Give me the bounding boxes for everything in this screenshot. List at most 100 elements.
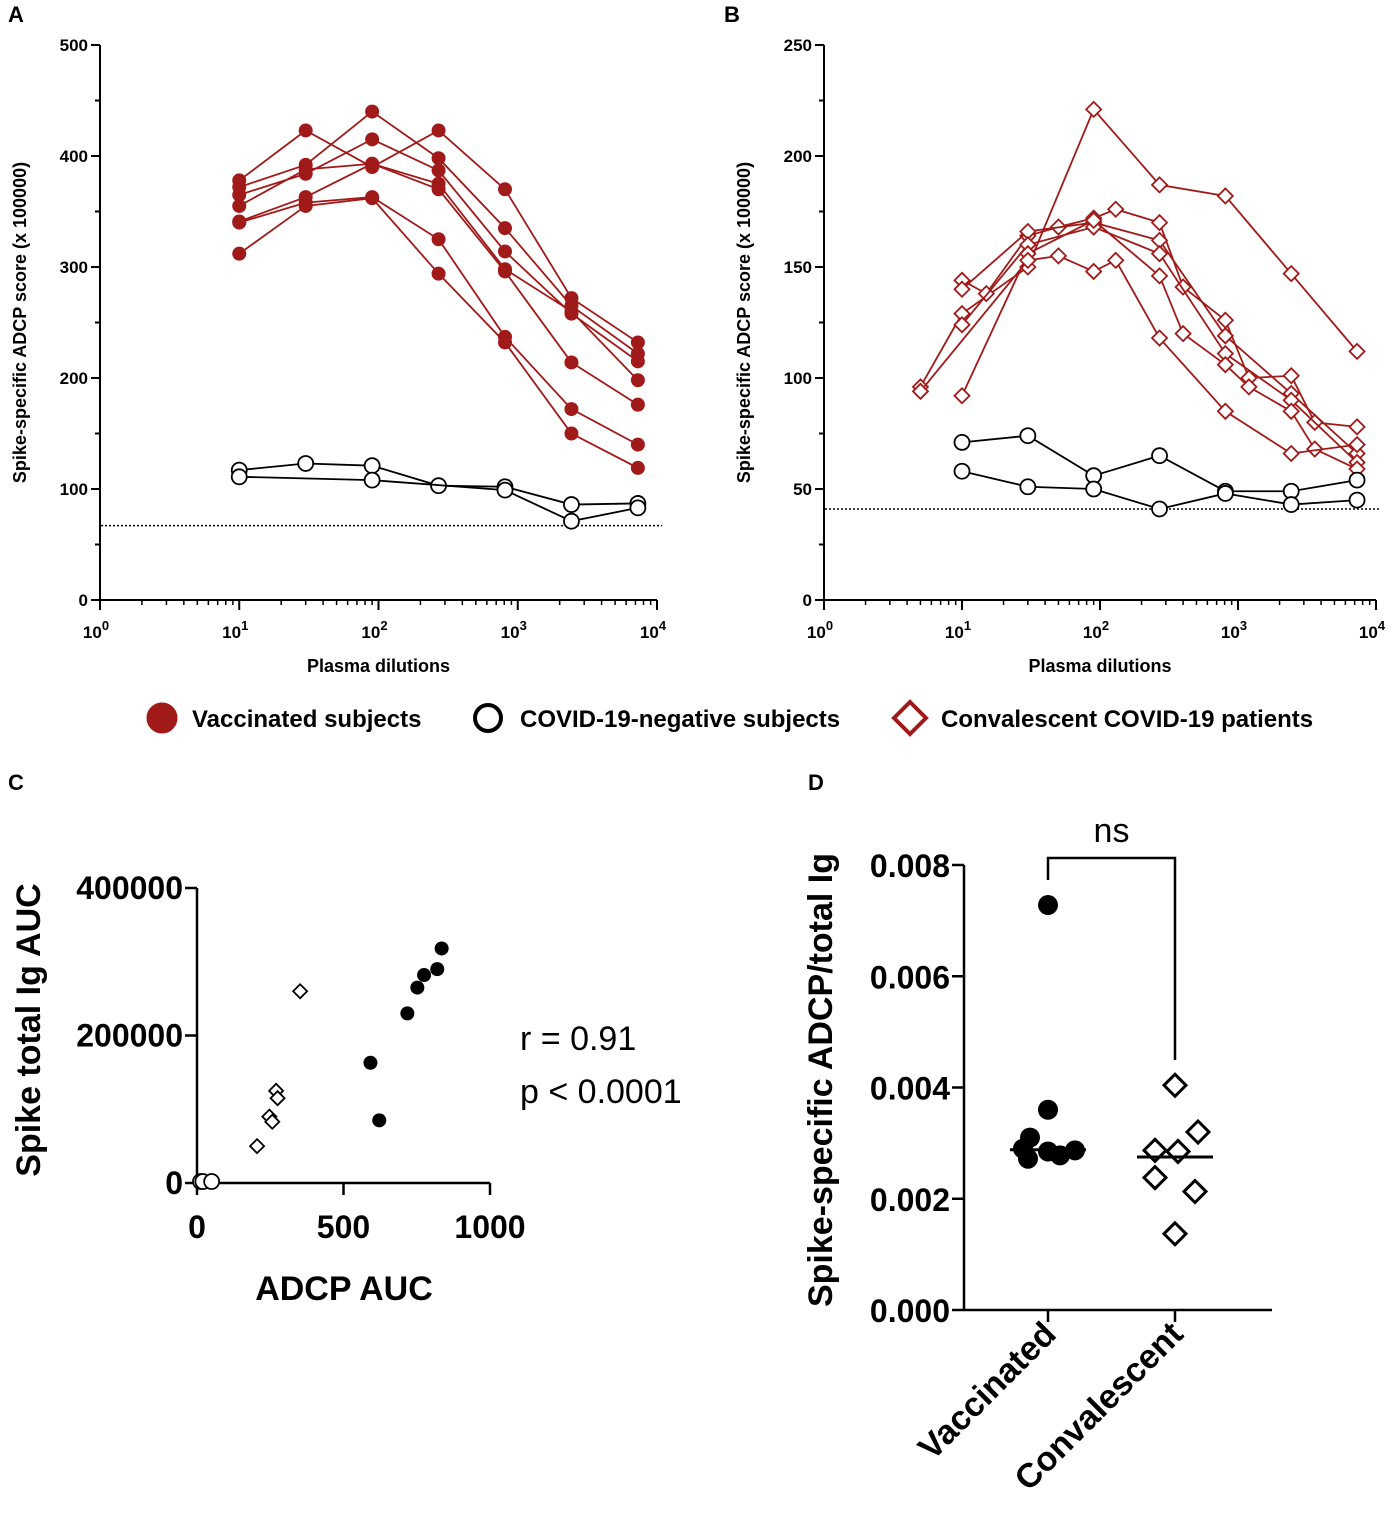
- panel-b-point-convalescent: [1216, 187, 1235, 205]
- panel-a-point-vaccinated: [630, 460, 645, 475]
- panel-c-x-tick-label: 1000: [454, 1209, 525, 1245]
- panel-b-point-convalescent: [1348, 435, 1366, 454]
- panel-d-y-tick-label: 0.006: [870, 959, 950, 995]
- panel-d-y-axis-title: Spike-specific ADCP/total Ig: [802, 853, 840, 1307]
- panel-d-point-convalescent: [1161, 1072, 1189, 1099]
- panel-b-point-negative: [1085, 480, 1103, 498]
- panel-b-point-negative: [1216, 485, 1234, 502]
- panel-b-point-convalescent: [1106, 200, 1125, 219]
- panel-d-significance-label: ns: [1094, 812, 1130, 850]
- panel-a-x-tick-label: 101: [222, 618, 248, 642]
- panel-a-y-tick-label: 0: [79, 591, 88, 610]
- panel-a-point-vaccinated: [564, 304, 579, 319]
- panel-c-point-negative: [203, 1173, 221, 1190]
- panel-b-y-tick-label: 250: [784, 36, 812, 55]
- panel-d-point-convalescent: [1141, 1164, 1169, 1191]
- panel-c-point-vaccinated: [363, 1055, 378, 1070]
- panel-a-point-negative: [629, 499, 647, 517]
- panel-b-y-tick-label: 0: [803, 591, 812, 610]
- panel-c-point-vaccinated: [400, 1006, 415, 1021]
- panel-c-point-convalescent: [264, 1113, 281, 1131]
- panel-a-point-vaccinated: [431, 232, 446, 247]
- panel-b-point-convalescent: [1305, 440, 1324, 458]
- panel-c-p-annotation: p < 0.0001: [520, 1073, 682, 1111]
- panel-a-point-vaccinated: [564, 426, 579, 441]
- panel-b-point-convalescent: [1216, 355, 1235, 374]
- panel-a-point-vaccinated: [298, 123, 313, 138]
- panel-a-point-negative: [563, 496, 580, 513]
- panel-a-point-vaccinated: [630, 437, 645, 452]
- panel-b-point-negative: [1151, 500, 1168, 518]
- panel-d-y-tick-label: 0.002: [870, 1182, 950, 1218]
- panel-letter-c: C: [8, 770, 24, 795]
- panel-a-point-vaccinated: [431, 151, 446, 166]
- panel-c-r-annotation: r = 0.91: [520, 1020, 636, 1058]
- panel-b-point-negative: [1282, 496, 1300, 513]
- panel-b-point-convalescent: [1150, 329, 1169, 347]
- panel-b-point-convalescent: [1084, 100, 1103, 119]
- panel-letter-b: B: [724, 2, 740, 27]
- panel-letter-d: D: [808, 770, 824, 795]
- panel-d-point-vaccinated: [1038, 1099, 1058, 1120]
- panel-c-x-tick-label: 500: [317, 1209, 370, 1245]
- panel-b-point-convalescent: [1084, 211, 1103, 230]
- panel-c-point-vaccinated: [417, 968, 432, 983]
- panel-a-point-vaccinated: [564, 402, 579, 417]
- panel-b-point-convalescent: [1216, 327, 1235, 345]
- legend-vaccinated-label: Vaccinated subjects: [192, 706, 421, 733]
- panel-c-point-convalescent: [269, 1089, 286, 1107]
- panel-a-point-vaccinated: [630, 335, 645, 350]
- panel-a-point-vaccinated: [431, 266, 446, 281]
- panel-b-point-convalescent: [953, 280, 971, 298]
- panel-b-x-tick-label: 102: [1083, 618, 1109, 642]
- panel-a-point-vaccinated: [365, 191, 380, 206]
- panel-b-chart: 0 50 100 150 200 250 100 101 102 103 104 Plasma dil…: [734, 36, 1386, 676]
- panel-a-x-tick-label: 103: [501, 618, 527, 642]
- panel-b-point-negative: [1348, 471, 1366, 489]
- panel-b-x-axis-title: Plasma dilutions: [1028, 656, 1171, 676]
- panel-d-point-convalescent: [1181, 1178, 1209, 1205]
- panel-b-y-tick-label: 200: [784, 147, 812, 166]
- panel-b-series-line-convalescent: [919, 107, 1358, 388]
- panel-a-point-negative: [297, 455, 315, 472]
- panel-c-point-convalescent: [248, 1137, 266, 1155]
- panel-a-y-tick-label: 400: [60, 147, 88, 166]
- panel-b-point-convalescent: [1174, 324, 1192, 343]
- panel-a-x-tick-label: 102: [361, 618, 387, 642]
- panel-a-point-vaccinated: [630, 373, 645, 388]
- panel-a-point-negative: [563, 512, 580, 530]
- panel-b-y-tick-label: 50: [793, 480, 812, 499]
- panel-a-series-line-vaccinated: [238, 162, 639, 406]
- panel-a-point-vaccinated: [630, 397, 645, 412]
- panel-b-point-convalescent: [1282, 444, 1300, 463]
- panel-d-chart: 0.0000.0020.0040.0060.008VaccinatedConva…: [802, 812, 1272, 1498]
- panel-a-point-vaccinated: [365, 104, 380, 119]
- panel-b-point-convalescent: [1049, 247, 1068, 265]
- panel-d-significance-bracket: [1046, 856, 1177, 1060]
- panel-a-point-vaccinated: [498, 264, 513, 279]
- panel-d-point-vaccinated: [1018, 1148, 1038, 1169]
- panel-b-point-negative: [953, 462, 971, 480]
- panel-c-y-tick-label: 0: [165, 1165, 183, 1201]
- panel-b-point-convalescent: [1019, 251, 1037, 270]
- panel-b-point-negative: [1019, 427, 1037, 445]
- panel-b-y-axis-title: Spike-specific ADCP score (x 100000): [734, 162, 754, 483]
- panel-a-point-vaccinated: [630, 354, 645, 369]
- panel-c-point-vaccinated: [372, 1113, 387, 1128]
- panel-b-point-convalescent: [953, 315, 971, 334]
- panel-c-x-axis-title: ADCP AUC: [255, 1270, 433, 1308]
- legend-convalescent-marker-icon: [891, 699, 929, 737]
- panel-a-chart: 0 100 200 300 400 500 100 101 102 103 104 Plasma di…: [10, 36, 667, 676]
- panel-d-y-tick-label: 0.004: [870, 1071, 950, 1107]
- panel-a-point-vaccinated: [564, 355, 579, 370]
- panel-c-y-axis-title: Spike total Ig AUC: [10, 883, 48, 1176]
- panel-b-point-convalescent: [1084, 262, 1103, 281]
- legend-vaccinated-marker-icon: [146, 702, 178, 734]
- panel-a-point-negative: [363, 471, 381, 489]
- panel-b-point-convalescent: [1216, 402, 1235, 421]
- panel-b-x-tick-label: 103: [1221, 618, 1247, 642]
- panel-c-y-tick-label: 400000: [76, 870, 183, 906]
- panel-a-point-vaccinated: [232, 187, 247, 202]
- panel-c-point-convalescent: [291, 982, 309, 1000]
